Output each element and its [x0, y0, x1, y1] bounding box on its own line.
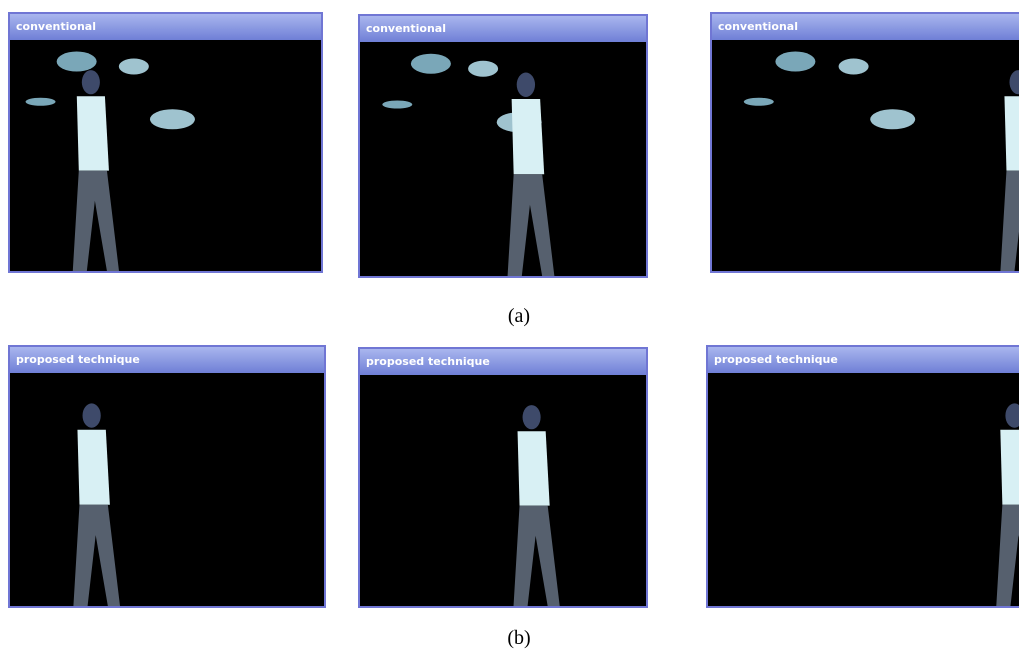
- person-head: [83, 403, 101, 427]
- video-frame: [10, 373, 324, 606]
- window: conventional: [358, 14, 648, 278]
- person-legs: [514, 506, 560, 606]
- video-frame: [360, 42, 646, 276]
- foreground-blob: [382, 101, 412, 109]
- foreground-blob: [870, 109, 915, 129]
- person-shirt: [1000, 430, 1019, 505]
- person-legs: [73, 171, 119, 271]
- video-frame: [10, 40, 321, 271]
- window-title: proposed technique: [16, 353, 140, 366]
- video-frame: [708, 373, 1019, 606]
- person-shirt: [512, 99, 545, 174]
- foreground-blob: [775, 52, 815, 72]
- window: proposed technique: [8, 345, 326, 608]
- window-title: conventional: [718, 20, 798, 33]
- foreground-blob: [119, 58, 149, 74]
- caption: (a): [508, 305, 530, 328]
- window: proposed technique: [358, 347, 648, 608]
- title-bar: proposed technique: [708, 347, 1019, 373]
- window-title: proposed technique: [366, 355, 490, 368]
- person: [508, 73, 555, 276]
- person-legs: [508, 174, 555, 276]
- title-bar: conventional: [360, 16, 646, 42]
- person-legs: [1000, 171, 1019, 271]
- foreground-blob: [150, 109, 195, 129]
- person-legs: [996, 505, 1019, 606]
- foreground-blob: [57, 52, 97, 72]
- foreground-blob: [411, 54, 451, 74]
- person-head: [1009, 70, 1019, 94]
- person-shirt: [77, 430, 109, 505]
- person: [996, 403, 1019, 606]
- title-bar: conventional: [10, 14, 321, 40]
- window: conventional: [710, 12, 1019, 273]
- title-bar: conventional: [712, 14, 1019, 40]
- person-shirt: [77, 96, 109, 170]
- window: conventional: [8, 12, 323, 273]
- title-bar: proposed technique: [360, 349, 646, 375]
- person: [1000, 70, 1019, 271]
- person: [73, 403, 120, 606]
- person-shirt: [518, 431, 550, 505]
- title-bar: proposed technique: [10, 347, 324, 373]
- foreground-blob: [744, 98, 774, 106]
- video-frame: [712, 40, 1019, 271]
- foreground-blob: [839, 58, 869, 74]
- person-head: [1005, 403, 1019, 427]
- person-head: [82, 70, 100, 94]
- foreground-blob: [26, 98, 56, 106]
- caption: (b): [507, 627, 530, 650]
- window-title: conventional: [366, 22, 446, 35]
- person: [514, 405, 560, 606]
- video-frame: [360, 375, 646, 606]
- figure: conventional conventional conventional (a) p…: [0, 0, 1019, 657]
- person-head: [523, 405, 541, 429]
- person-shirt: [1004, 96, 1019, 170]
- person: [73, 70, 119, 271]
- window-title: conventional: [16, 20, 96, 33]
- person-legs: [73, 505, 120, 606]
- foreground-blob: [468, 61, 498, 77]
- person-head: [517, 73, 535, 97]
- window-title: proposed technique: [714, 353, 838, 366]
- window: proposed technique: [706, 345, 1019, 608]
